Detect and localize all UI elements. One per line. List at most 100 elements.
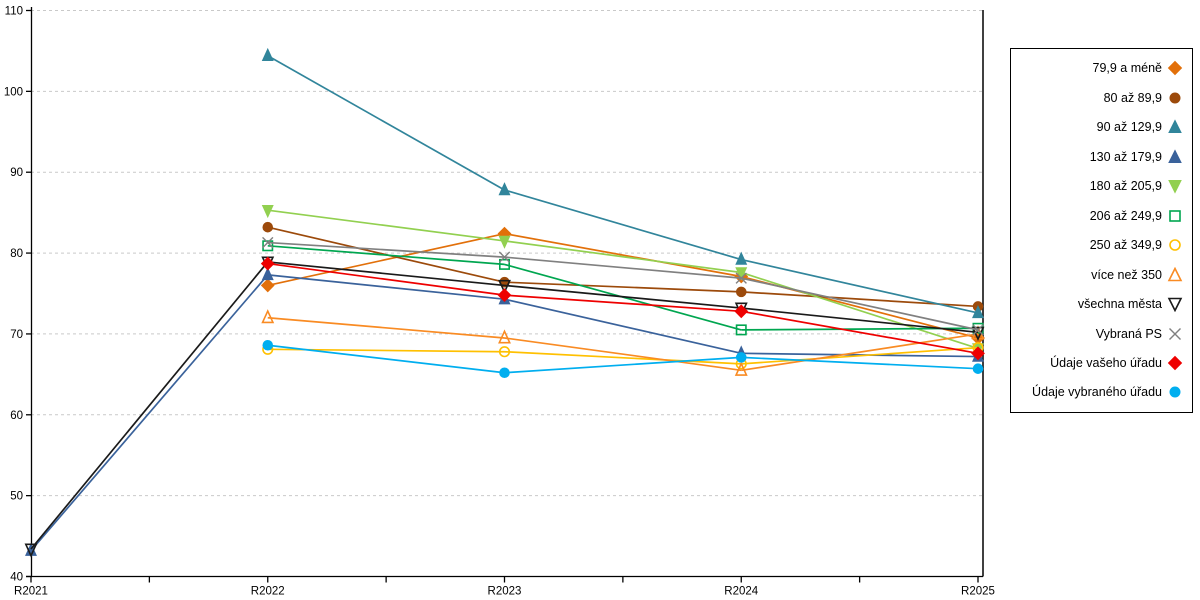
legend-marker-icon <box>1169 92 1181 104</box>
series-line <box>504 298 742 355</box>
legend-item: 130 až 179,9 <box>1011 143 1192 171</box>
circle-marker-icon <box>1169 92 1181 104</box>
series-line <box>267 232 505 287</box>
legend-marker-icon <box>1167 355 1183 371</box>
series-line <box>267 262 505 296</box>
x-tick-label: R2021 <box>14 586 48 598</box>
legend-item: 90 až 129,9 <box>1011 113 1192 141</box>
x-tick-label: R2024 <box>724 586 758 598</box>
triangle-down-marker-icon <box>1167 297 1183 313</box>
series-line <box>30 274 269 552</box>
series-line <box>504 294 742 313</box>
legend-item: 250 až 349,9 <box>1011 231 1192 259</box>
series-line <box>267 244 505 266</box>
legend-label: 180 až 205,9 <box>1089 179 1162 194</box>
series-marker <box>262 221 274 233</box>
x-tick-label: R2023 <box>488 586 522 598</box>
legend-label: 90 až 129,9 <box>1096 120 1162 135</box>
legend-item: 80 až 89,9 <box>1011 84 1192 112</box>
series-marker <box>262 236 274 249</box>
legend-marker-icon <box>1167 266 1183 281</box>
series-marker <box>498 235 511 249</box>
series-marker <box>498 258 510 270</box>
series-line <box>741 356 979 370</box>
legend-item: všechna města <box>1011 290 1192 318</box>
triangle-up-marker-icon <box>1167 266 1183 281</box>
legend-label: Údaje vybraného úřadu <box>1032 385 1162 400</box>
y-tick-label: 80 <box>10 248 23 260</box>
legend-label: více než 350 <box>1091 267 1162 282</box>
series-line <box>741 258 979 314</box>
series-line <box>504 232 742 278</box>
series-line <box>740 271 979 350</box>
legend-marker-icon <box>1168 149 1182 163</box>
x-tick-label: R2025 <box>961 586 995 598</box>
series-line <box>741 307 979 334</box>
series-marker <box>498 329 511 344</box>
legend-item: Údaje vybraného úřadu <box>1011 378 1192 406</box>
chart-canvas: 40 50 60 70 80 90 100 110 R2021 R2022 R2023 R2024 R2… <box>4 6 995 598</box>
series-line <box>267 316 505 339</box>
legend-item: 180 až 205,9 <box>1011 172 1192 200</box>
series-marker <box>498 279 511 295</box>
legend-label: Vybraná PS <box>1095 326 1162 341</box>
y-tick-label: 110 <box>5 6 23 18</box>
series-line <box>741 333 979 372</box>
series-marker <box>261 205 274 219</box>
y-tick-label: 60 <box>10 410 23 422</box>
series-marker <box>498 251 511 263</box>
legend-item: Vybraná PS <box>1011 320 1192 348</box>
series-marker <box>498 182 511 196</box>
series-line <box>504 189 742 261</box>
series-line <box>504 356 742 374</box>
series-marker <box>972 363 984 374</box>
legend-marker-icon <box>1169 327 1181 340</box>
series-line <box>741 346 979 365</box>
legend-marker-icon <box>1167 297 1183 313</box>
series-line <box>504 337 742 372</box>
series-line <box>267 241 505 258</box>
y-tick-label: 100 <box>4 86 23 98</box>
legend-marker-icon <box>1168 180 1182 194</box>
legend-label: 250 až 349,9 <box>1089 238 1162 253</box>
legend-label: 80 až 89,9 <box>1103 90 1162 105</box>
circle-marker-icon <box>1169 239 1181 251</box>
series-line <box>741 277 979 331</box>
square-marker-icon <box>1169 209 1181 222</box>
series-marker <box>735 267 748 281</box>
legend-label: 79,9 a méně <box>1092 61 1163 76</box>
triangle-up-marker-icon <box>1168 119 1182 134</box>
series-marker <box>261 266 274 281</box>
x-tick-label: R2022 <box>251 586 285 598</box>
series-line <box>504 256 742 279</box>
series-marker <box>735 352 747 363</box>
series-line <box>504 240 742 274</box>
series-line <box>267 209 505 242</box>
series-line <box>267 274 505 301</box>
legend-marker-icon <box>1169 209 1181 222</box>
series-marker <box>261 309 275 324</box>
series-marker <box>735 324 747 336</box>
series-line <box>30 261 269 550</box>
series-line <box>504 350 742 365</box>
legend-marker-icon <box>1169 239 1181 251</box>
series-marker <box>262 240 274 252</box>
triangle-up-marker-icon <box>1168 149 1182 163</box>
legend-item: Údaje vašeho úřadu <box>1011 349 1192 377</box>
series-marker <box>262 339 274 351</box>
series-marker <box>497 288 512 303</box>
series-line <box>267 344 505 374</box>
y-tick-label: 70 <box>10 329 23 341</box>
legend-marker-icon <box>1168 119 1182 134</box>
series-marker <box>24 543 38 558</box>
series-marker <box>499 367 510 379</box>
series-marker <box>735 286 747 298</box>
y-tick-label: 40 <box>10 572 23 584</box>
triangle-down-marker-icon <box>1168 180 1182 194</box>
diamond-marker-icon <box>1167 61 1183 76</box>
series-marker <box>498 346 511 358</box>
series-marker <box>260 256 275 271</box>
legend-item: více než 350 <box>1011 261 1192 289</box>
series-marker <box>261 47 274 61</box>
